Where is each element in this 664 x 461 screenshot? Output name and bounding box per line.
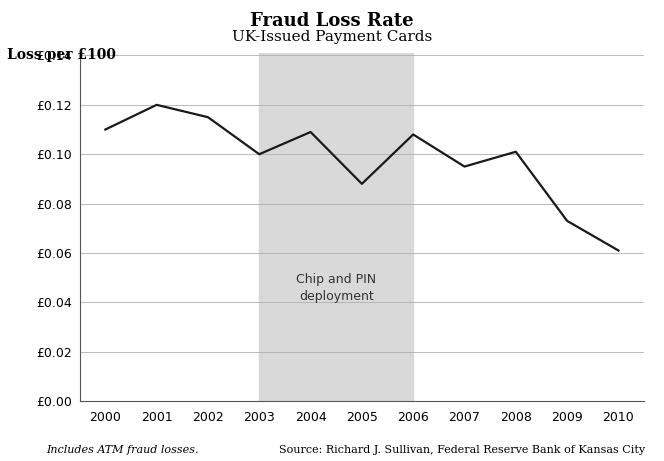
Text: UK-Issued Payment Cards: UK-Issued Payment Cards <box>232 30 432 44</box>
Text: Fraud Loss Rate: Fraud Loss Rate <box>250 12 414 30</box>
Bar <box>259 53 413 401</box>
Text: Includes ATM fraud losses.: Includes ATM fraud losses. <box>46 445 199 455</box>
Text: Chip and PIN
deployment: Chip and PIN deployment <box>296 272 376 302</box>
Text: Loss per £100: Loss per £100 <box>7 48 116 62</box>
Text: Source: Richard J. Sullivan, Federal Reserve Bank of Kansas City: Source: Richard J. Sullivan, Federal Res… <box>279 445 645 455</box>
